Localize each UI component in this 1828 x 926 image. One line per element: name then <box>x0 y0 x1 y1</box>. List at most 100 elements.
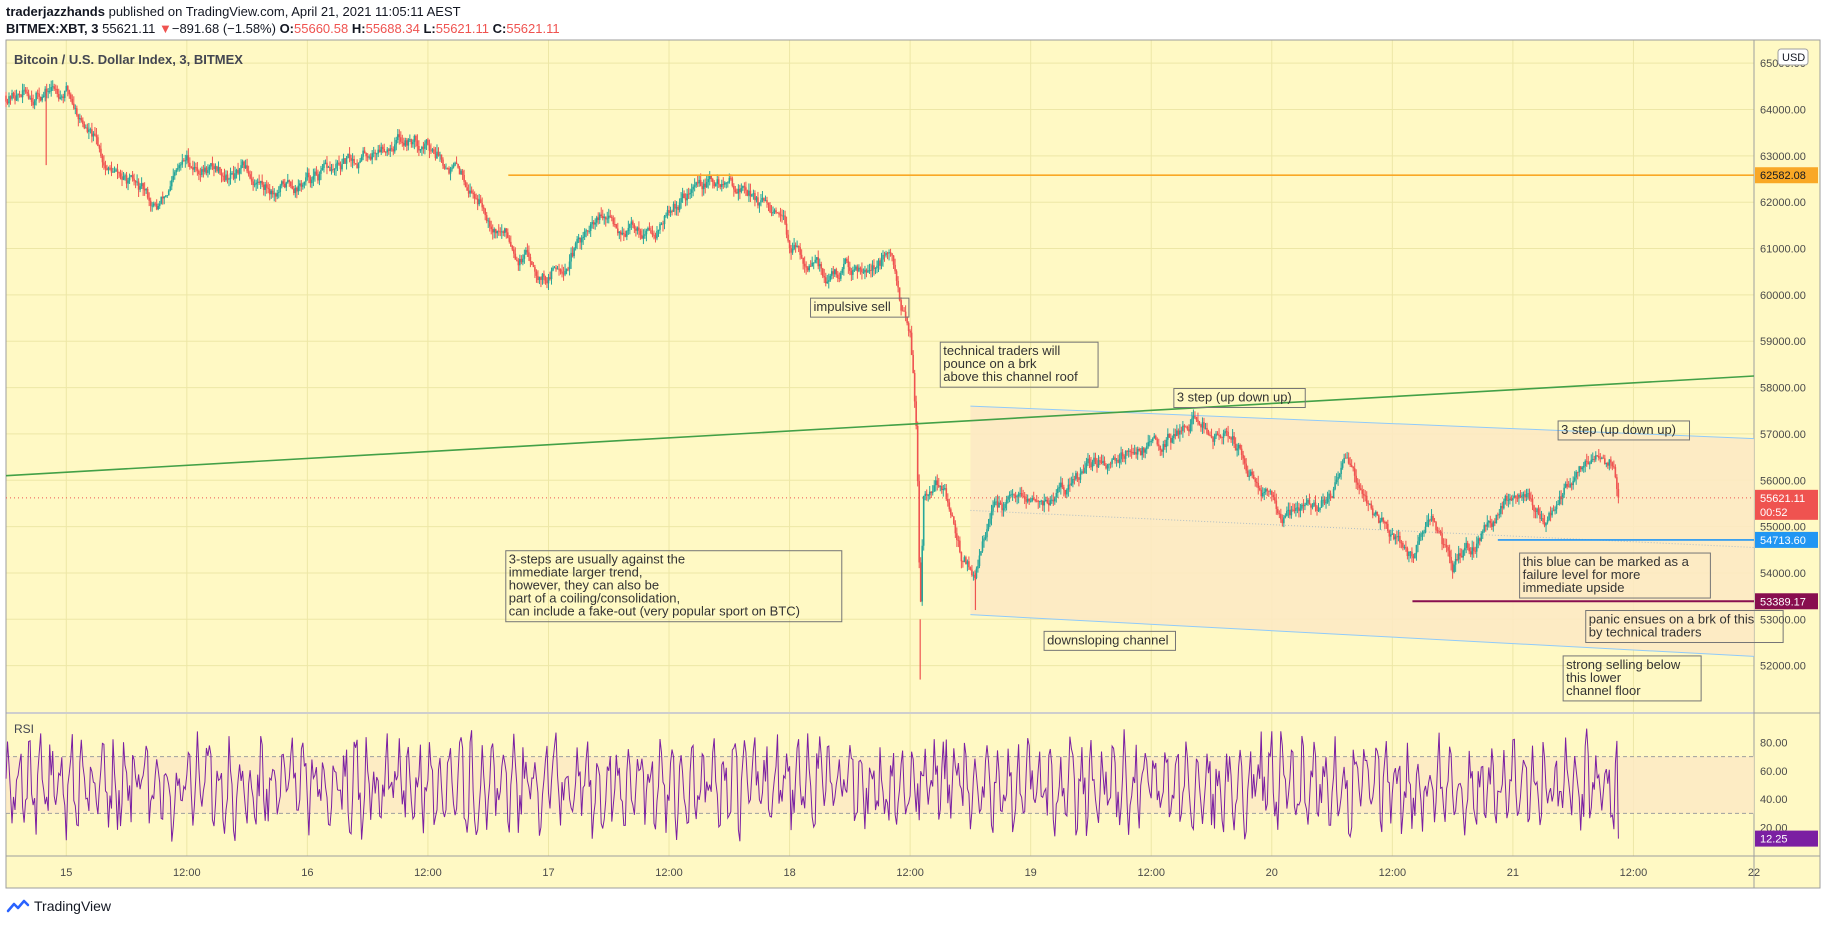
candle-body <box>1224 431 1226 434</box>
candle-body <box>1314 502 1317 507</box>
candle-body <box>701 185 703 190</box>
candle-body <box>1390 534 1392 537</box>
trendline-channel-roof[interactable] <box>5 375 1755 477</box>
time-tick-label: 16 <box>301 867 313 879</box>
tradingview-brand[interactable]: TradingView <box>34 898 112 914</box>
candle-body <box>323 163 325 168</box>
candle-body <box>180 164 182 166</box>
candle-body <box>38 93 40 97</box>
candle-body <box>1153 435 1156 439</box>
candle-body <box>931 491 934 494</box>
annotation-text: failure level for more <box>1523 567 1641 582</box>
candle-body <box>154 203 156 205</box>
candle-body <box>529 257 532 262</box>
candle-body <box>502 231 505 233</box>
candle-body <box>1011 494 1014 496</box>
candle-body <box>1355 475 1357 483</box>
candle-body <box>74 108 77 110</box>
annotation-three-step-1[interactable]: 3 step (up down up) <box>1173 388 1306 409</box>
rsi-line[interactable] <box>5 728 1619 842</box>
candle-body <box>1335 479 1338 483</box>
candle-body <box>748 190 750 196</box>
annotation-three-steps-note[interactable]: 3-steps are usually against theimmediate… <box>505 550 843 623</box>
candle-body <box>1412 556 1415 559</box>
candle-body <box>1195 417 1198 420</box>
candle-body <box>17 94 19 96</box>
tradingview-logo-icon[interactable] <box>6 899 30 913</box>
candle-body <box>1167 433 1169 440</box>
candle-body <box>636 227 639 231</box>
candle-body <box>684 198 687 201</box>
candle-body <box>746 190 749 196</box>
channel-upper-line[interactable] <box>970 405 1755 440</box>
close-value: 55621.11 <box>506 21 560 36</box>
candle-body <box>662 223 664 225</box>
candle-body <box>1498 513 1501 515</box>
candle-body <box>930 491 933 494</box>
candle-body <box>840 272 842 279</box>
time-tick-label: 12:00 <box>1137 867 1165 879</box>
candle-body <box>874 268 877 269</box>
candle-body <box>1206 427 1208 434</box>
candle-body <box>121 176 123 180</box>
candle-body <box>1555 504 1558 510</box>
candle-body <box>1471 547 1474 555</box>
candle-body <box>244 165 247 169</box>
currency-badge[interactable]: USD <box>1777 48 1809 66</box>
candle-body <box>1466 542 1469 548</box>
candle-body <box>1266 489 1269 491</box>
candle-body <box>1079 473 1082 480</box>
candle-body <box>1546 520 1549 523</box>
candle-body <box>267 187 269 189</box>
candle-body <box>225 174 227 181</box>
candle-body <box>785 223 788 235</box>
channel-fill <box>970 406 1754 657</box>
candle-body <box>487 220 490 222</box>
candle-body <box>517 260 520 266</box>
time-axis[interactable] <box>6 856 1820 888</box>
annotation-box <box>505 550 843 623</box>
candle-body <box>1566 483 1568 487</box>
candle-body <box>1524 494 1526 498</box>
candle-body <box>44 88 46 96</box>
annotation-impulsive-sell[interactable]: impulsive sell <box>810 297 910 318</box>
candle-body <box>711 179 714 182</box>
candle-body <box>1047 502 1050 506</box>
candle-body <box>216 166 218 172</box>
candle-body <box>677 207 679 211</box>
candle-body <box>296 187 298 192</box>
price-tick-label: 59000.00 <box>1760 336 1806 348</box>
candle-body <box>437 151 440 156</box>
candle-body <box>511 246 514 250</box>
candle-body <box>921 545 923 602</box>
candle-body <box>1414 553 1416 559</box>
candle-body <box>543 273 545 278</box>
candle-body <box>1221 437 1223 438</box>
candle-body <box>387 149 390 151</box>
candle-body <box>912 354 914 374</box>
annotation-downsloping-channel[interactable]: downsloping channel <box>1043 630 1176 651</box>
candle-body <box>395 139 398 145</box>
candle-body <box>607 215 610 219</box>
candle-body <box>983 538 985 542</box>
candle-body <box>53 86 56 89</box>
candle-body <box>1567 486 1570 488</box>
candle-body <box>1234 443 1237 451</box>
channel-lower-line[interactable] <box>970 614 1755 657</box>
candle-body <box>1441 533 1443 545</box>
candle-body <box>671 210 673 212</box>
candle-body <box>1512 498 1514 501</box>
annotation-three-step-2[interactable]: 3 step (up down up) <box>1557 420 1691 441</box>
footer: TradingView <box>6 898 111 914</box>
candle-body <box>1157 444 1160 446</box>
candle-body <box>393 144 396 152</box>
candle-body <box>1109 463 1112 465</box>
publisher-name[interactable]: traderjazzhands <box>6 4 105 19</box>
candle-body <box>1387 523 1389 531</box>
candle-body <box>1124 451 1127 459</box>
